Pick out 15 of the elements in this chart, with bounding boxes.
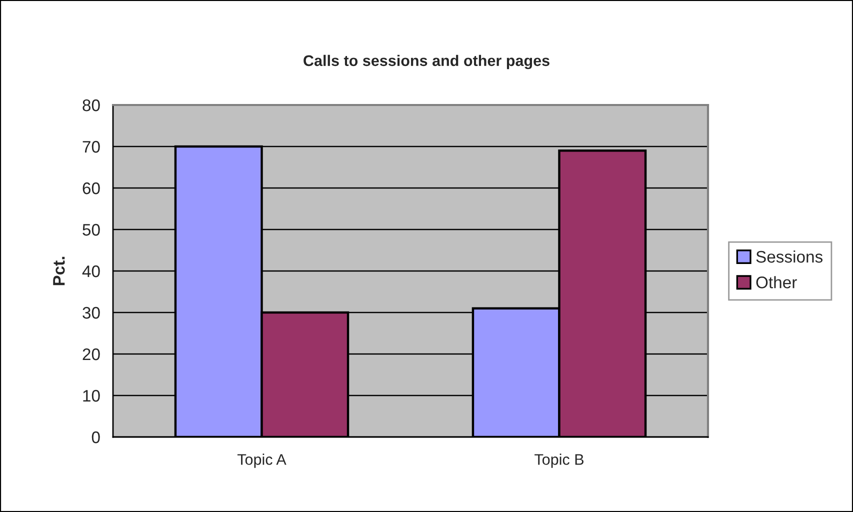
y-tick-label: 40 <box>82 265 100 278</box>
y-tick-label: 30 <box>82 306 100 319</box>
y-tick-label: 20 <box>82 348 100 360</box>
y-axis-title: Pct. <box>53 256 65 286</box>
legend-label: Sessions <box>756 250 823 263</box>
y-tick-label: 10 <box>83 390 100 402</box>
legend-label: Other <box>756 276 797 288</box>
y-tick-label: 60 <box>82 182 100 194</box>
y-tick-label: 50 <box>82 224 100 236</box>
x-tick-label: Topic B <box>534 454 584 468</box>
y-tick-label: 0 <box>92 431 100 444</box>
y-tick-label: 70 <box>82 140 100 153</box>
y-tick-label: 80 <box>82 99 100 112</box>
x-tick-label: Topic A <box>237 454 286 468</box>
chart-title: Calls to sessions and other pages <box>304 54 550 70</box>
